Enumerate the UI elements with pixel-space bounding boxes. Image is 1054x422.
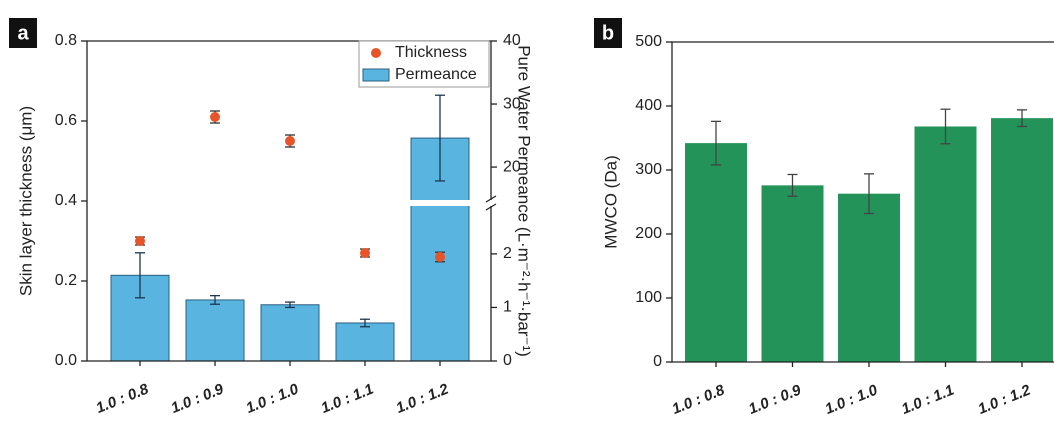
- x-tick-label: 1.0 : 1.2: [394, 380, 452, 417]
- y-tick-label: 0.2: [55, 272, 77, 289]
- x-tick-label: 1.0 : 1.1: [899, 382, 956, 418]
- bar: [685, 143, 747, 362]
- error-bar: [435, 94, 445, 182]
- y-axis-title: Skin layer thickness (μm): [16, 106, 35, 296]
- x-tick-label: 1.0 : 0.9: [746, 381, 804, 418]
- panel-label-box: [9, 18, 37, 48]
- error-bar: [940, 108, 951, 145]
- error-bar: [210, 295, 220, 305]
- error-bar: [360, 318, 370, 328]
- y-tick-label: 300: [635, 161, 662, 178]
- legend-swatch: [362, 68, 390, 82]
- bar: [991, 118, 1053, 362]
- y2-axis-title: Pure Water Permeance (L·m⁻²·h⁻¹·bar⁻¹): [515, 45, 534, 357]
- point: [210, 112, 220, 122]
- error-bar: [711, 120, 721, 166]
- legend-label: Thickness: [395, 44, 467, 61]
- y2-tick-label: 40: [503, 32, 521, 49]
- y-tick-label: 0.8: [55, 32, 77, 49]
- x-tick-label: 1.0 : 1.2: [976, 381, 1034, 418]
- y-tick-label: 100: [635, 289, 662, 306]
- y-tick-label: 0.0: [55, 352, 77, 369]
- y2-tick-label: 2: [503, 245, 512, 262]
- y-tick-label: 400: [635, 97, 662, 114]
- x-tick-label: 1.0 : 1.1: [319, 381, 376, 417]
- y2-tick-label: 0: [503, 352, 512, 369]
- error-bar: [285, 301, 295, 309]
- break-mark: [485, 195, 497, 203]
- error-bar: [135, 252, 145, 299]
- bar: [335, 322, 395, 362]
- y-tick-label: 500: [635, 33, 662, 50]
- point: [285, 136, 295, 146]
- point: [360, 248, 370, 258]
- y-tick-label: 200: [635, 225, 662, 242]
- y-axis-title: MWCO (Da): [601, 155, 620, 248]
- point: [135, 236, 145, 246]
- error-bar: [864, 173, 874, 215]
- bar: [185, 299, 245, 362]
- bar: [761, 185, 824, 362]
- panel-label: b: [602, 22, 614, 44]
- x-tick-label: 1.0 : 0.9: [169, 380, 227, 417]
- legend-label: Permeance: [395, 66, 477, 83]
- bar: [914, 126, 977, 362]
- x-tick-label: 1.0 : 0.8: [94, 380, 152, 417]
- y-tick-label: 0.6: [55, 112, 77, 129]
- y-tick-label: 0: [653, 353, 662, 370]
- break-mark: [485, 203, 497, 211]
- error-bar: [1017, 109, 1027, 128]
- y2-tick-label: 1: [503, 299, 512, 316]
- legend-swatch: [371, 48, 381, 58]
- bar: [838, 193, 900, 362]
- y2-tick-label: 20: [503, 158, 521, 175]
- y-tick-label: 0.4: [55, 192, 77, 209]
- axis-frame: [671, 41, 1054, 363]
- panel-label: a: [17, 22, 29, 44]
- error-bar: [787, 173, 798, 197]
- bar: [260, 304, 320, 362]
- x-tick-label: 1.0 : 1.0: [823, 381, 881, 418]
- panel-label-box: [594, 18, 622, 48]
- y2-tick-label: 30: [503, 95, 521, 112]
- axis-break: [88, 200, 500, 206]
- axis-frame: [86, 40, 492, 362]
- point: [435, 252, 445, 262]
- x-tick-label: 1.0 : 0.8: [670, 381, 728, 418]
- x-tick-label: 1.0 : 1.0: [244, 380, 302, 417]
